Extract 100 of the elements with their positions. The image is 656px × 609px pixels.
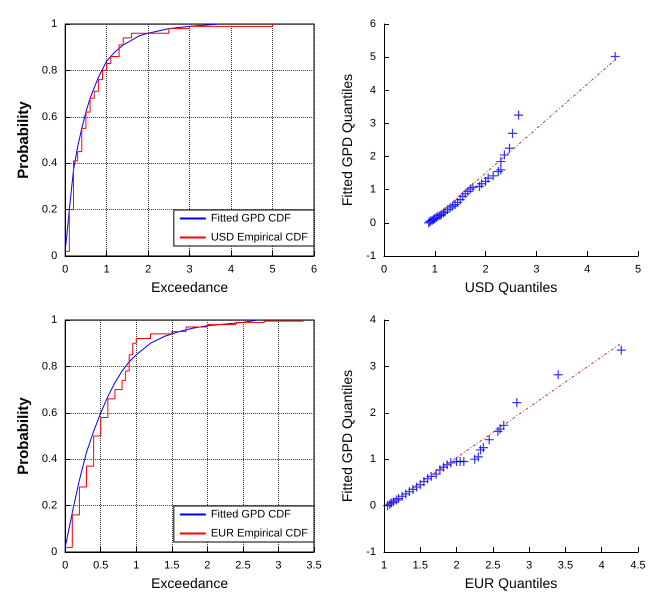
x-tick-label: 0 <box>380 264 388 276</box>
point <box>496 164 506 175</box>
legend-label: Fitted GPD CDF <box>210 212 292 224</box>
y-tick-label: 2 <box>370 150 376 163</box>
point <box>458 456 469 467</box>
point <box>553 370 564 380</box>
point <box>474 181 485 192</box>
point <box>460 188 470 199</box>
point <box>408 484 418 494</box>
point <box>438 462 449 472</box>
point <box>418 476 430 487</box>
x-tick-label: 5 <box>269 264 276 276</box>
point <box>492 426 504 436</box>
point <box>504 143 515 154</box>
point <box>446 458 456 468</box>
point <box>610 51 620 62</box>
point <box>475 444 486 456</box>
point <box>465 184 476 194</box>
x-tick-label: 4.5 <box>630 560 646 572</box>
point <box>434 464 445 475</box>
legend-label: Fitted GPD CDF <box>210 508 292 520</box>
x-tick-label: 4 <box>228 264 234 276</box>
point <box>404 486 414 497</box>
y-tick-label: 4 <box>370 84 376 96</box>
x-tick-label: 3.5 <box>306 560 322 572</box>
x-tick-label: 0 <box>62 560 68 572</box>
point <box>447 201 458 212</box>
point <box>415 480 426 490</box>
y-axis-title: Probability <box>15 396 32 475</box>
x-tick-label: 2 <box>454 560 460 572</box>
x-tick-label: 3 <box>186 264 193 276</box>
y-tick-label: 2 <box>370 406 376 419</box>
y-tick-label: 1 <box>51 314 58 326</box>
y-tick-label: 0.4 <box>42 157 58 170</box>
point <box>391 494 402 506</box>
point <box>426 471 436 482</box>
point <box>473 452 484 462</box>
point <box>483 173 494 184</box>
y-tick-label: 6 <box>370 18 376 30</box>
point <box>478 442 489 453</box>
x-tick-label: 1 <box>432 264 438 276</box>
point <box>470 454 480 464</box>
y-tick-label: 0.6 <box>42 110 58 123</box>
y-tick-label: 0 <box>51 250 58 262</box>
y-tick-label: 0.6 <box>42 406 58 419</box>
point <box>480 176 491 187</box>
x-tick-label: 5 <box>634 264 642 276</box>
x-tick-label: 2 <box>482 264 489 276</box>
x-tick-label: 2.5 <box>235 560 251 572</box>
x-tick-label: 3.5 <box>558 560 574 572</box>
y-tick-label: 3 <box>370 117 376 130</box>
x-tick-label: 4 <box>598 560 605 572</box>
point <box>462 186 473 196</box>
point <box>442 460 452 470</box>
x-tick-label: 4 <box>584 264 590 276</box>
point <box>452 197 463 208</box>
x-tick-label: 3 <box>275 560 282 572</box>
point <box>496 156 506 167</box>
point <box>397 491 408 502</box>
y-tick-label: 0.2 <box>42 500 58 512</box>
y-tick-label: 1 <box>51 18 58 30</box>
point <box>393 494 404 504</box>
y-tick-label: 4 <box>370 314 376 326</box>
x-tick-label: 1.5 <box>412 560 428 572</box>
x-tick-label: 1 <box>104 264 110 276</box>
y-tick-label: -1 <box>366 546 376 558</box>
point <box>498 420 509 430</box>
y-tick-label: 0.2 <box>42 204 58 216</box>
y-tick-label: 0 <box>370 216 376 229</box>
point <box>444 202 456 214</box>
point <box>431 468 442 480</box>
y-tick-label: 0 <box>51 546 58 558</box>
point <box>507 128 518 138</box>
x-axis-title: Exceedance <box>151 575 228 591</box>
point <box>450 200 460 210</box>
point <box>442 204 453 215</box>
y-tick-label: 0 <box>370 500 376 512</box>
x-tick-label: 0 <box>62 264 68 276</box>
y-tick-label: 5 <box>370 51 376 64</box>
y-tick-label: 0.8 <box>42 64 58 76</box>
y-axis-title: Fitted GPD Quantiles <box>339 74 355 206</box>
point <box>388 496 399 507</box>
point <box>514 110 524 120</box>
x-tick-label: 3 <box>533 264 540 276</box>
point <box>488 170 498 181</box>
point <box>616 345 626 356</box>
y-tick-label: 3 <box>370 360 376 372</box>
x-tick-label: 1 <box>133 560 140 572</box>
x-tick-label: 0.5 <box>93 560 108 572</box>
x-tick-label: 1 <box>380 560 388 572</box>
x-tick-label: 6 <box>310 264 318 276</box>
point <box>484 434 494 445</box>
point <box>400 488 411 500</box>
point <box>422 474 433 484</box>
y-axis-title: Probability <box>15 100 32 179</box>
legend-label: EUR Empirical CDF <box>210 528 308 540</box>
point <box>455 194 466 205</box>
point <box>495 424 506 434</box>
x-tick-label: 2 <box>204 560 210 572</box>
x-tick-label: 3 <box>526 560 532 572</box>
